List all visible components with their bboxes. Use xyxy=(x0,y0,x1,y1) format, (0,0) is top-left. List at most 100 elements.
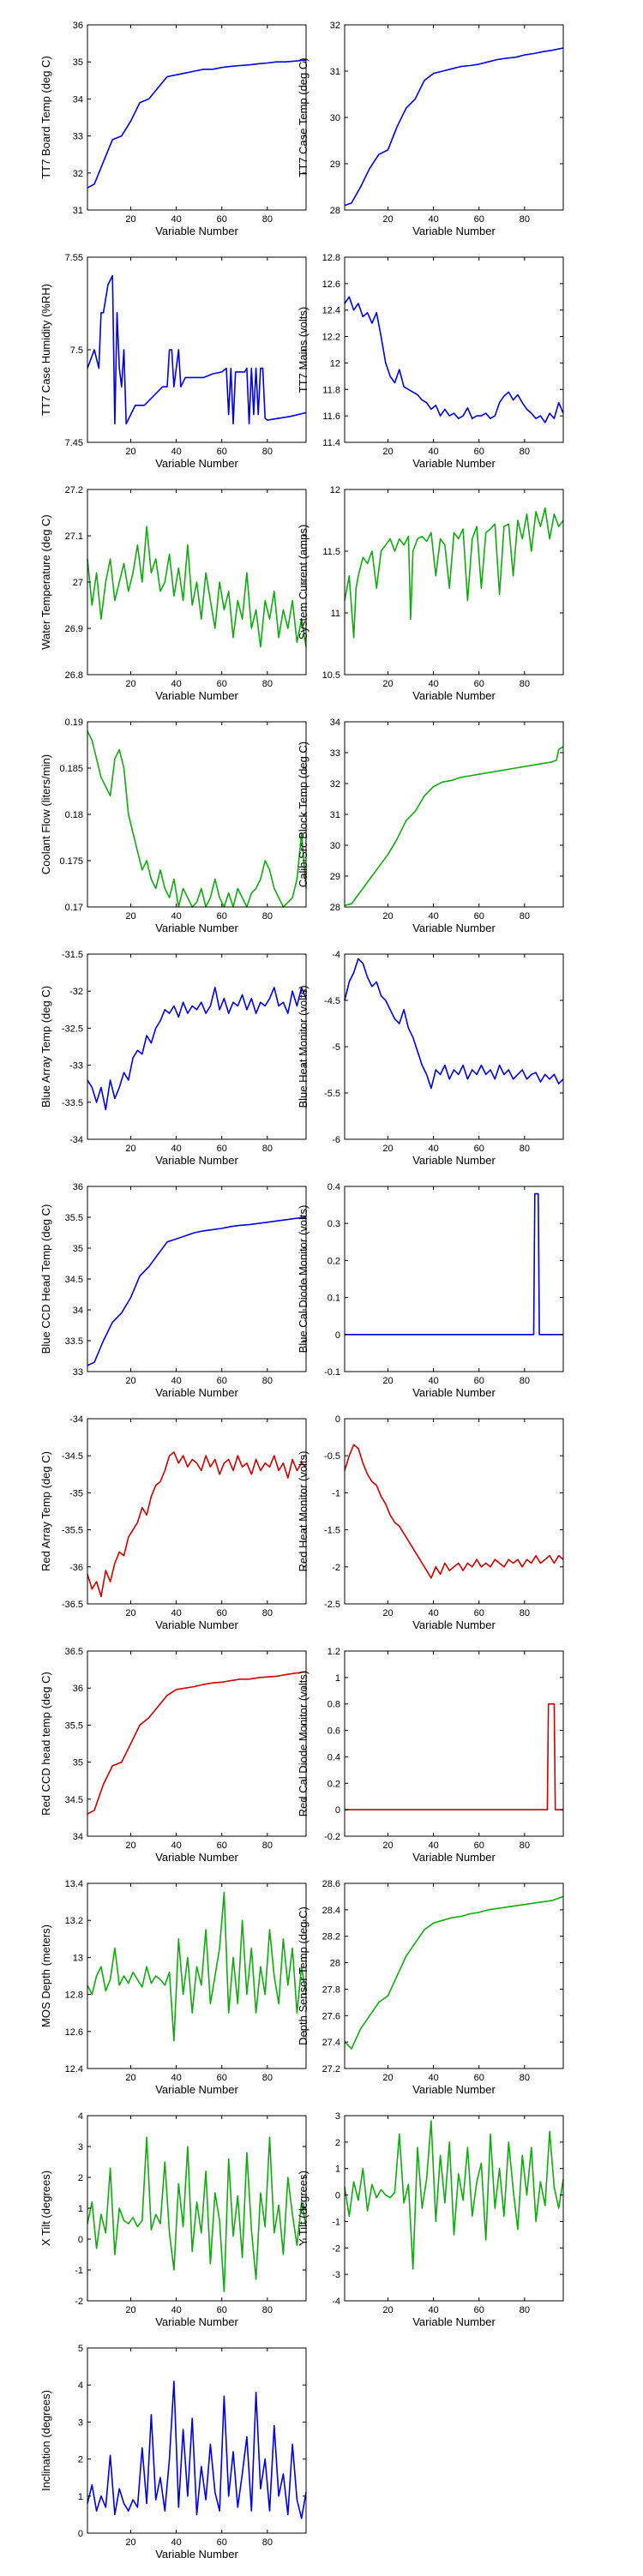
x-axis-label: Variable Number xyxy=(155,1386,238,1399)
x-tick-label: 20 xyxy=(382,1840,393,1851)
y-tick-label: 0 xyxy=(335,1805,340,1816)
x-tick-label: 40 xyxy=(428,214,438,225)
x-tick-label: 60 xyxy=(474,447,484,457)
x-tick-label: 40 xyxy=(171,2305,181,2315)
x-tick-label: 80 xyxy=(520,911,530,922)
x-tick-label: 20 xyxy=(125,447,135,457)
y-tick-label: 34.5 xyxy=(65,1275,83,1285)
x-tick-label: 60 xyxy=(217,2537,227,2548)
x-axis-label: Variable Number xyxy=(155,689,238,702)
y-tick-label: -31.5 xyxy=(62,950,83,960)
y-tick-label: 11.4 xyxy=(322,438,340,448)
series-line xyxy=(87,2381,307,2519)
x-tick-label: 60 xyxy=(217,679,227,689)
y-axis-label: X Tilt (degrees) xyxy=(39,2171,52,2246)
chart-9: 20 40 60 80 -34 -33.5 -33 -32.5 -32 -31.5 Variable… xyxy=(39,950,307,1167)
y-tick-label: 31 xyxy=(73,206,83,216)
chart-13: 20 40 60 80 -36.5 -36 -35.5 -35 -34.5 -34 Variable… xyxy=(39,1414,307,1631)
x-tick-label: 80 xyxy=(262,1376,273,1386)
y-tick-label: -33.5 xyxy=(62,1098,83,1108)
y-tick-label: 7.5 xyxy=(70,345,83,356)
y-tick-label: 12.6 xyxy=(65,2027,83,2038)
x-tick-label: 60 xyxy=(474,2305,484,2315)
y-tick-label: 30 xyxy=(330,113,340,123)
x-tick-label: 20 xyxy=(125,2305,135,2315)
y-tick-label: -5 xyxy=(332,1042,340,1053)
x-tick-label: 60 xyxy=(474,214,484,225)
y-tick-label: -0.1 xyxy=(324,1367,340,1378)
y-tick-label: -0.2 xyxy=(324,1832,340,1842)
y-tick-label: 12.6 xyxy=(322,279,340,290)
y-tick-label: 3 xyxy=(78,2417,83,2428)
axes-box xyxy=(87,1418,307,1605)
y-axis-label: TT7 Case Humidity (%RH) xyxy=(39,284,52,416)
x-tick-label: 60 xyxy=(217,1144,227,1154)
x-tick-label: 40 xyxy=(171,2073,181,2083)
chart-1: 20 40 60 80 31 32 33 34 35 36 Variable Number TT7 B… xyxy=(39,21,307,237)
y-tick-label: 27.2 xyxy=(65,485,83,495)
x-tick-label: 40 xyxy=(428,1144,438,1154)
y-tick-label: -2.5 xyxy=(324,1600,340,1610)
x-tick-label: 60 xyxy=(217,1608,227,1618)
chart-8: 20 40 60 80 28 29 30 31 32 33 34 Variable Number Cal… xyxy=(297,718,564,934)
y-tick-label: -34 xyxy=(69,1135,83,1145)
y-tick-label: 1.2 xyxy=(328,1647,340,1657)
x-tick-label: 40 xyxy=(428,2305,438,2315)
x-tick-label: 60 xyxy=(474,1840,484,1851)
chart-15: 20 40 60 80 34 34.5 35 35.5 36 36.5 Variable Numbe… xyxy=(39,1647,307,1864)
y-tick-label: 33 xyxy=(330,748,340,759)
y-tick-label: -1 xyxy=(332,1488,340,1498)
chart-2: 20 40 60 80 28 29 30 31 32 Variable Number TT7 Cas… xyxy=(297,21,564,237)
y-tick-label: 4 xyxy=(78,2111,83,2122)
y-tick-label: -34 xyxy=(69,1414,83,1425)
chart-10: 20 40 60 80 -6 -5.5 -5 -4.5 -4 Variable Number Blu… xyxy=(297,950,564,1167)
y-tick-label: 11.5 xyxy=(322,547,340,557)
x-tick-label: 20 xyxy=(125,214,135,225)
x-axis-label: Variable Number xyxy=(155,922,238,934)
y-axis-label: Coolant Flow (liters/min) xyxy=(39,754,52,874)
series-line xyxy=(87,987,307,1111)
y-axis-label: Blue Array Temp (deg C) xyxy=(39,986,52,1108)
y-axis-label: TT7 Case Temp (deg C) xyxy=(297,57,309,177)
y-tick-label: -6 xyxy=(332,1135,340,1145)
x-tick-label: 20 xyxy=(125,2073,135,2083)
x-tick-label: 60 xyxy=(217,2073,227,2083)
x-tick-label: 80 xyxy=(520,1608,530,1618)
y-tick-label: 12.8 xyxy=(65,1991,83,2001)
x-axis-label: Variable Number xyxy=(155,457,238,470)
chart-12: 20 40 60 80 -0.1 0 0.1 0.2 0.3 0.4 Variable Number… xyxy=(297,1182,564,1399)
y-tick-label: -1.5 xyxy=(324,1526,340,1536)
y-tick-label: -4 xyxy=(332,950,340,960)
y-axis-label: Y Tilt (degrees) xyxy=(297,2171,309,2246)
y-tick-label: 29 xyxy=(330,872,340,882)
x-axis-label: Variable Number xyxy=(155,2548,238,2561)
y-tick-label: 0.6 xyxy=(328,1726,340,1737)
x-tick-label: 40 xyxy=(171,679,181,689)
x-tick-label: 20 xyxy=(382,1376,393,1386)
series-line xyxy=(344,296,564,423)
y-tick-label: 11 xyxy=(331,609,340,619)
y-tick-label: 34.5 xyxy=(65,1795,83,1805)
x-tick-label: 20 xyxy=(382,447,393,457)
x-axis-label: Variable Number xyxy=(412,457,496,470)
y-tick-label: -0.5 xyxy=(324,1451,340,1462)
x-tick-label: 20 xyxy=(382,1608,393,1618)
x-axis-label: Variable Number xyxy=(412,2315,496,2328)
x-tick-label: 80 xyxy=(262,911,273,922)
x-tick-label: 20 xyxy=(125,1608,135,1618)
x-tick-label: 80 xyxy=(520,1144,530,1154)
y-tick-label: 29 xyxy=(330,159,340,170)
x-tick-label: 60 xyxy=(474,1608,484,1618)
x-axis-label: Variable Number xyxy=(412,1618,496,1631)
chart-4: 20 40 60 80 11.4 11.6 11.8 12 12.2 12.4 12.6 12.8 Va… xyxy=(297,253,564,470)
y-axis-label: TT7 Board Temp (deg C) xyxy=(39,56,52,179)
axes-box xyxy=(87,953,307,1140)
series-line xyxy=(87,59,307,189)
y-tick-label: 32 xyxy=(330,779,340,790)
y-tick-label: 33.5 xyxy=(65,1336,83,1347)
y-axis-label: Blue CCD Head Temp (deg C) xyxy=(39,1204,52,1354)
x-tick-label: 80 xyxy=(520,2073,530,2083)
series-line xyxy=(344,746,564,906)
y-tick-label: 10.5 xyxy=(322,670,340,681)
y-tick-label: 28.6 xyxy=(322,1879,340,1889)
